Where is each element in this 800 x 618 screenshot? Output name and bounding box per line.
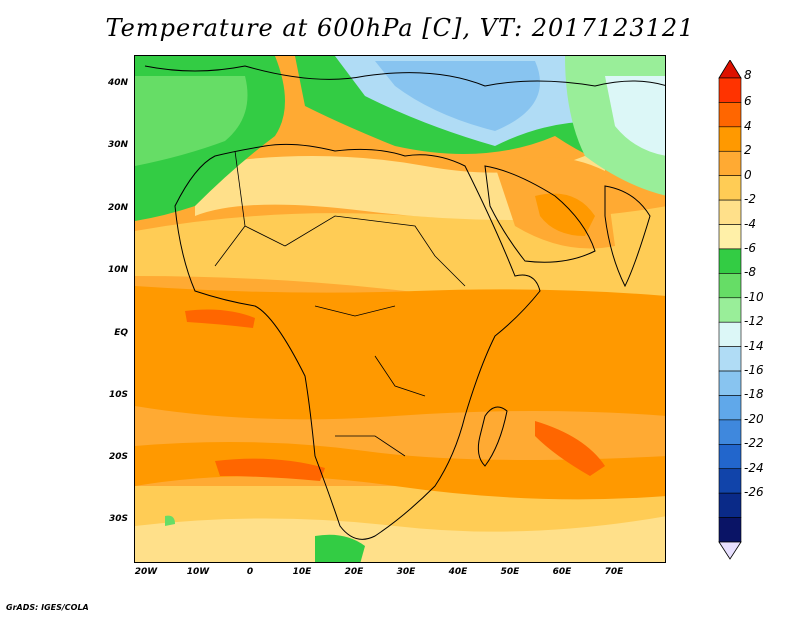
colorbar-segment xyxy=(718,102,742,128)
colorbar-label: -20 xyxy=(744,411,764,426)
sahara-band xyxy=(195,146,605,220)
colorbar-segment xyxy=(718,492,742,518)
colorbar-label: 2 xyxy=(744,143,752,158)
colorbar-label: 0 xyxy=(744,167,752,182)
africa-outline xyxy=(174,143,541,540)
india-outline xyxy=(604,185,651,288)
colorbar-segment xyxy=(718,419,742,445)
colorbar-label: 6 xyxy=(744,94,752,109)
green-patch-south-atlantic xyxy=(165,515,175,526)
madagascar-outline xyxy=(477,406,508,467)
colorbar-label: 8 xyxy=(744,68,752,82)
lat-label: EQ xyxy=(114,328,128,338)
map-title: Temperature at 600hPa [C], VT: 201712312… xyxy=(105,14,695,42)
lon-label: 40E xyxy=(448,567,468,577)
colorbar-label: -16 xyxy=(744,363,764,378)
colorbar-label: -12 xyxy=(744,314,764,329)
colorbar-label: -24 xyxy=(744,460,764,475)
coastline-overlay xyxy=(144,65,665,540)
colorbar-segment xyxy=(718,224,742,250)
colorbar-label: -22 xyxy=(744,436,764,451)
asia-cold-2 xyxy=(605,76,665,156)
hot-spot-south xyxy=(215,458,325,481)
border-1 xyxy=(214,150,466,457)
lat-label: 10S xyxy=(108,390,128,400)
colorbar-label: -26 xyxy=(744,485,764,500)
lon-label: 0 xyxy=(246,567,254,577)
temperature-field xyxy=(135,56,665,562)
map-panel xyxy=(134,55,666,563)
warm-band-south xyxy=(135,442,665,500)
colorbar-segment xyxy=(718,370,742,396)
colorbar-segment xyxy=(718,297,742,323)
colorbar-under-arrow xyxy=(718,541,742,560)
colorbar-segment xyxy=(718,175,742,201)
colorbar-segment xyxy=(718,346,742,372)
colorbar-label: -18 xyxy=(744,387,764,402)
europe-outline xyxy=(144,65,665,87)
lon-label: 50E xyxy=(500,567,520,577)
lon-label: 10E xyxy=(292,567,312,577)
colorbar-segment xyxy=(718,199,742,225)
green-patch-south-africa xyxy=(315,534,365,562)
lon-label: 10W xyxy=(186,567,210,577)
colorbar-segment xyxy=(718,321,742,347)
colorbar-label: -14 xyxy=(744,338,764,353)
lon-label: 30E xyxy=(396,567,416,577)
colorbar-segment xyxy=(718,444,742,470)
colorbar-label: 4 xyxy=(744,118,752,133)
lat-label: 20N xyxy=(107,203,128,213)
lat-label: 40N xyxy=(107,78,128,88)
credit-text: GrADS: IGES/COLA xyxy=(6,603,89,612)
colorbar-label: -4 xyxy=(744,216,756,231)
colorbar-segment xyxy=(718,468,742,494)
southern-light-band xyxy=(135,516,665,562)
lon-label: 20W xyxy=(134,567,158,577)
med-cold-3 xyxy=(375,61,540,131)
lat-label: 30S xyxy=(108,514,128,524)
colorbar-segment xyxy=(718,395,742,421)
gulf-guinea-hot xyxy=(185,309,255,328)
colorbar-segment xyxy=(718,273,742,299)
lon-label: 20E xyxy=(344,567,364,577)
lat-label: 20S xyxy=(108,452,128,462)
colorbar-segment xyxy=(718,517,742,543)
hot-spot-mozambique xyxy=(535,421,605,476)
colorbar-over-arrow xyxy=(718,60,742,79)
arabia-outline xyxy=(484,165,596,263)
equatorial-warm xyxy=(135,286,665,420)
lon-label: 60E xyxy=(552,567,572,577)
lat-label: 30N xyxy=(107,140,128,150)
colorbar xyxy=(718,60,742,560)
lon-label: 70E xyxy=(604,567,624,577)
nw-light-green xyxy=(135,76,248,166)
colorbar-label: -10 xyxy=(744,289,764,304)
lat-label: 10N xyxy=(107,265,128,275)
colorbar-segment xyxy=(718,77,742,103)
arabia-hot xyxy=(535,193,595,236)
colorbar-label: -6 xyxy=(744,240,756,255)
colorbar-label: -8 xyxy=(744,265,756,280)
colorbar-label: -2 xyxy=(744,192,756,207)
colorbar-segment xyxy=(718,248,742,274)
colorbar-segment xyxy=(718,150,742,176)
colorbar-segment xyxy=(718,126,742,152)
